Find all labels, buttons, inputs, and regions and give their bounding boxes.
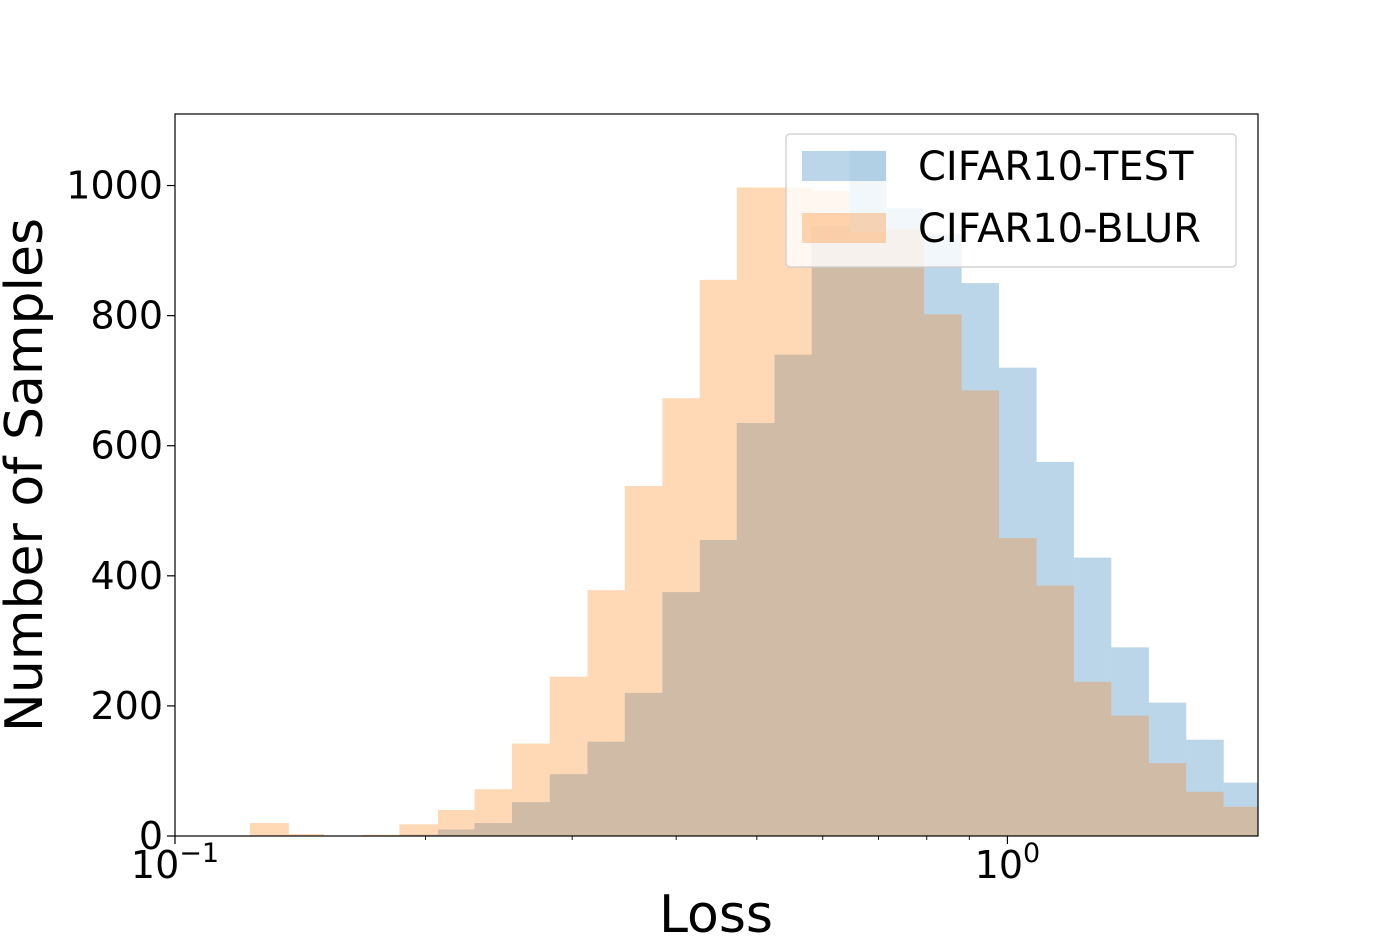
bar-test-19 — [886, 208, 925, 837]
bar-test-28 — [1223, 782, 1258, 836]
axes — [167, 113, 1259, 844]
bar-blur-26 — [1148, 763, 1187, 836]
y-tick-label: 400 — [90, 554, 163, 598]
legend-label: CIFAR10-TEST — [918, 144, 1194, 190]
bar-test-10 — [549, 774, 588, 836]
bar-test-21 — [961, 283, 1000, 836]
bar-blur-21 — [961, 390, 1000, 836]
bar-blur-2 — [249, 822, 289, 836]
bar-test-11 — [587, 741, 625, 836]
x-tick-label: 100 — [975, 838, 1041, 887]
bar-blur-12 — [624, 486, 663, 836]
bar-test-25 — [1111, 647, 1149, 836]
legend-swatch — [802, 213, 886, 243]
bar-blur-8 — [474, 789, 512, 836]
bar-blur-27 — [1186, 791, 1224, 836]
y-tick-label: 200 — [90, 684, 163, 728]
bar-blur-25 — [1111, 715, 1149, 836]
bar-blur-7 — [438, 809, 475, 836]
bar-test-17 — [811, 225, 850, 837]
bar-blur-23 — [1036, 585, 1074, 836]
bar-blur-5 — [362, 834, 400, 836]
x-tick-label: 10−1 — [131, 838, 219, 887]
bar-test-9 — [511, 802, 550, 836]
bar-blur-11 — [587, 590, 625, 836]
y-tick-label: 0 — [139, 814, 163, 858]
bar-test-23 — [1036, 461, 1074, 836]
bar-blur-9 — [511, 743, 550, 836]
bar-blur-10 — [549, 676, 588, 836]
x-axis-label: Loss — [659, 885, 773, 939]
y-axis-label: Number of Samples — [0, 218, 55, 732]
bar-blur-18 — [849, 232, 887, 837]
y-tick-label: 1000 — [66, 164, 163, 208]
bar-test-27 — [1186, 739, 1224, 836]
bar-test-12 — [624, 692, 663, 836]
bar-test-22 — [999, 367, 1037, 836]
bar-blur-20 — [924, 314, 962, 836]
legend-label: CIFAR10-BLUR — [918, 206, 1201, 252]
bar-blur-24 — [1073, 681, 1112, 836]
bar-test-20 — [924, 234, 962, 837]
bar-blur-14 — [699, 279, 737, 836]
bar-blur-16 — [774, 187, 812, 836]
y-tick-label: 800 — [90, 294, 163, 338]
plot-frame — [174, 113, 1259, 837]
bar-test-26 — [1148, 702, 1187, 836]
bar-blur-17 — [811, 190, 850, 836]
bar-blur-19 — [886, 229, 925, 836]
legend: CIFAR10-TEST CIFAR10-BLUR — [785, 133, 1237, 268]
bar-blur-3 — [288, 834, 324, 836]
bar-test-24 — [1073, 557, 1112, 836]
legend-box — [785, 133, 1237, 268]
bar-test-7 — [438, 829, 475, 836]
bar-test-16 — [774, 354, 812, 836]
bar-test-13 — [662, 592, 700, 836]
y-tick-label: 600 — [90, 424, 163, 468]
bar-test-6 — [399, 834, 439, 836]
bar-blur-6 — [399, 824, 439, 836]
bar-blur-22 — [999, 538, 1037, 836]
bar-test-15 — [736, 422, 775, 836]
bar-blur-15 — [736, 187, 775, 836]
bar-blur-28 — [1223, 806, 1258, 836]
bar-test-14 — [699, 540, 737, 836]
tick-labels: 0 200 400 600 800 1000 10−1 100 — [66, 164, 1040, 887]
legend-swatch — [802, 151, 886, 181]
bar-blur-13 — [662, 398, 700, 836]
bar-test-8 — [474, 822, 512, 836]
histogram-bars — [249, 149, 1258, 837]
